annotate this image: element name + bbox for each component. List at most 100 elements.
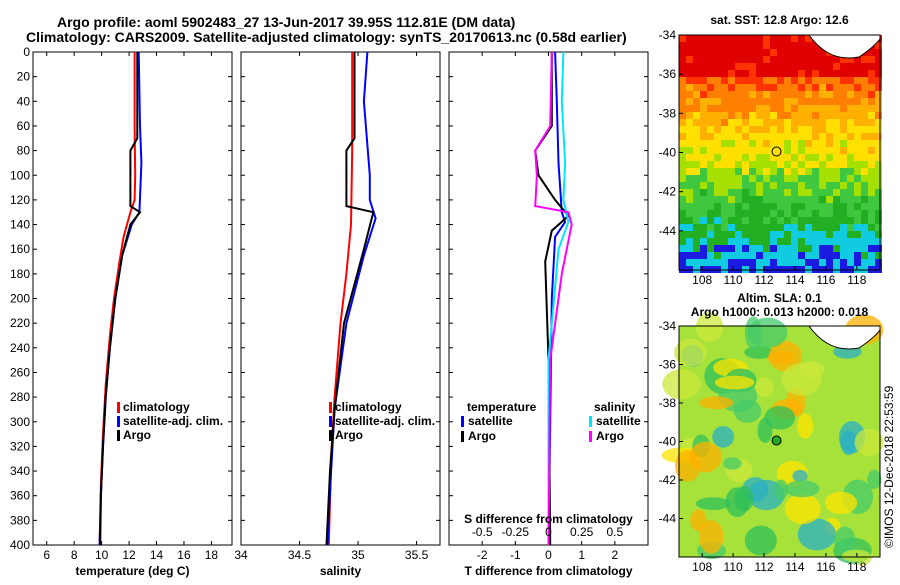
map-cell [812,203,819,210]
map-cell [735,126,742,133]
map-cell [763,161,770,168]
map-cell [707,56,714,63]
map-cell [749,252,756,259]
map-cell [728,238,735,245]
map-cell [735,238,742,245]
map-cell [812,112,819,119]
map-cell [805,35,812,42]
map-cell [819,49,826,56]
map-cell [826,259,833,266]
map-cell [763,217,770,224]
map-cell [861,63,868,70]
map-cell [833,147,840,154]
map-cell [721,210,728,217]
map-cell [798,105,805,112]
map-cell [777,35,784,42]
map-cell [770,210,777,217]
map-cell [707,98,714,105]
map-cell [777,182,784,189]
map-cell [868,203,875,210]
map-cell [756,168,763,175]
map-cell [784,63,791,70]
map-cell [826,91,833,98]
map-cell [819,238,826,245]
map-blob [824,491,858,515]
map-cell [819,231,826,238]
salinity-diff-tick-label: -0.25 [502,525,530,539]
lat-tick-label: -34 [659,28,677,42]
map-cell [812,91,819,98]
lon-tick-label: 108 [692,560,712,574]
map-cell [749,161,756,168]
map-cell [819,91,826,98]
map-cell [847,133,854,140]
map-cell [749,56,756,63]
map-cell [707,35,714,42]
map-cell [840,161,847,168]
map-cell [679,189,686,196]
map-cell [875,91,882,98]
map-blob [833,526,856,554]
map-cell [777,231,784,238]
map-cell [693,126,700,133]
map-cell [798,224,805,231]
map-cell [784,154,791,161]
map-cell [791,133,798,140]
map-cell [791,98,798,105]
map-cell [826,154,833,161]
map-cell [854,245,861,252]
map-cell [819,196,826,203]
map-cell [707,126,714,133]
map-cell [840,224,847,231]
lon-tick-label: 114 [785,273,804,287]
map-cell [749,210,756,217]
map-cell [875,217,882,224]
map-cell [749,259,756,266]
map-cell [777,140,784,147]
map-cell [728,231,735,238]
map-cell [749,238,756,245]
map-cell [840,112,847,119]
map-cell [679,77,686,84]
map-cell [819,210,826,217]
map-cell [812,224,819,231]
map-cell [826,224,833,231]
map-cell [868,217,875,224]
map-cell [714,35,721,42]
map-cell [749,175,756,182]
map-cell [868,189,875,196]
map-cell [749,217,756,224]
map-cell [868,133,875,140]
map-cell [763,238,770,245]
map-cell [735,91,742,98]
map-cell [763,203,770,210]
map-blob [699,396,734,410]
map-cell [742,126,749,133]
map-cell [749,119,756,126]
map-cell [833,70,840,77]
map-cell [700,252,707,259]
lon-tick-label: 110 [724,273,743,287]
map-cell [847,259,854,266]
map-cell [770,245,777,252]
map-cell [812,49,819,56]
map-cell [812,119,819,126]
map-cell [819,175,826,182]
map-cell [686,98,693,105]
map-cell [833,196,840,203]
map-cell [686,238,693,245]
map-blob [695,312,724,343]
map-cell [798,98,805,105]
map-cell [728,203,735,210]
map-blob [767,350,795,365]
map-cell [847,245,854,252]
x-axis-label: salinity [320,564,362,578]
map-cell [721,161,728,168]
map-cell [777,63,784,70]
map-cell [868,70,875,77]
map-cell [826,182,833,189]
map-cell [770,238,777,245]
lon-tick-label: 116 [816,273,835,287]
map-cell [693,168,700,175]
map-cell [714,154,721,161]
